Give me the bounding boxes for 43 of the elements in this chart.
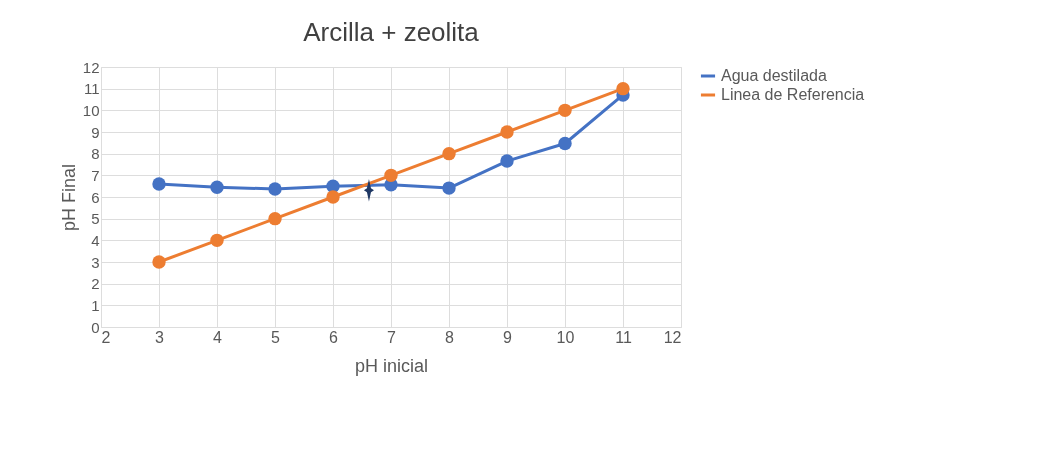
x-tick-label: 8 xyxy=(445,328,455,346)
y-tick-label: 10 xyxy=(82,101,100,119)
chart-title: Arcilla + zeolita xyxy=(303,17,480,47)
y-tick-label: 2 xyxy=(91,275,100,293)
y-tick-label: 5 xyxy=(91,210,100,228)
point xyxy=(268,182,282,196)
y-tick-label: 9 xyxy=(91,123,100,141)
point xyxy=(152,177,166,191)
x-tick-label: 10 xyxy=(556,328,575,346)
y-tick-label: 12 xyxy=(82,58,100,76)
y-tick-label: 8 xyxy=(91,145,100,163)
y-tick-label: 11 xyxy=(83,80,100,98)
point xyxy=(442,146,456,161)
point xyxy=(500,125,514,139)
point xyxy=(558,103,572,118)
legend-label: Linea de Referencia xyxy=(721,86,865,103)
point xyxy=(616,81,630,96)
y-tick-label: 0 xyxy=(91,318,100,336)
x-tick-label: 6 xyxy=(329,328,339,346)
y-tick-label: 3 xyxy=(91,253,100,271)
point xyxy=(210,180,224,194)
y-tick-label: 6 xyxy=(91,188,100,206)
point xyxy=(384,168,398,183)
x-tick-label: 3 xyxy=(155,328,165,346)
x-tick-label: 9 xyxy=(503,328,513,346)
x-tick-label: 5 xyxy=(271,328,281,346)
y-tick-label: 4 xyxy=(91,231,100,249)
point xyxy=(210,233,224,248)
x-tick-label: 12 xyxy=(663,328,682,346)
point xyxy=(326,190,340,204)
y-tick-label: 1 xyxy=(91,296,100,314)
point xyxy=(500,154,514,168)
point xyxy=(558,136,572,151)
y-tick-label: 7 xyxy=(91,166,100,184)
x-axis-title: pH inicial xyxy=(354,355,429,376)
x-tick-label: 7 xyxy=(387,328,397,346)
point xyxy=(442,181,456,195)
y-axis-title: pH Final xyxy=(58,163,79,232)
legend-label: Agua destilada xyxy=(721,67,827,84)
x-tick-label: 11 xyxy=(615,328,632,346)
point xyxy=(268,211,282,226)
point xyxy=(152,255,166,269)
x-tick-label: 4 xyxy=(213,328,223,346)
